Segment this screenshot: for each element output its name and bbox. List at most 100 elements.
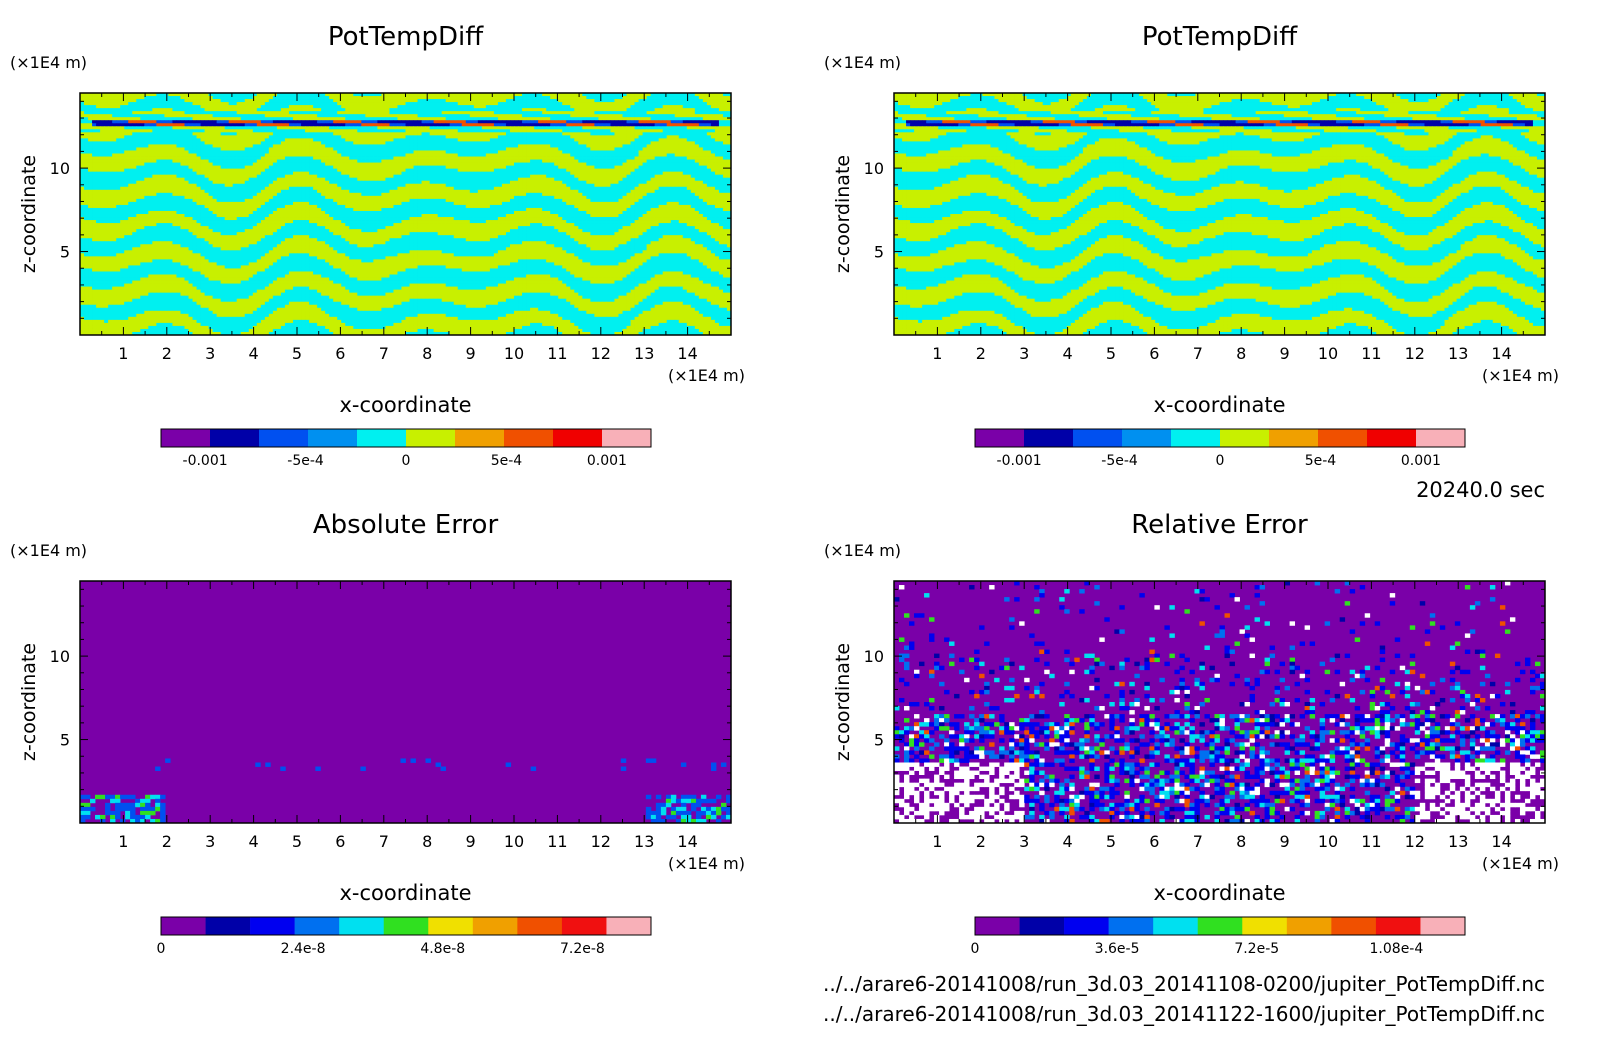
heatmap-cell: [88, 105, 93, 109]
heatmap-cell: [152, 105, 157, 109]
heatmap-cell: [690, 168, 696, 173]
heatmap-cell: [514, 126, 519, 130]
heatmap-cell: [172, 123, 177, 127]
heatmap-cell: [132, 147, 137, 151]
heatmap-cell: [148, 162, 153, 166]
heatmap-cell: [405, 180, 410, 185]
heatmap-cell: [176, 171, 181, 176]
heatmap-cell: [622, 147, 627, 151]
heatmap-cell: [481, 159, 487, 163]
heatmap-cell: [361, 120, 366, 124]
heatmap-cell: [317, 180, 322, 185]
heatmap-cell: [244, 150, 250, 154]
heatmap-cell: [481, 105, 487, 109]
heatmap-cell: [140, 108, 145, 112]
heatmap-cell: [252, 162, 258, 166]
heatmap-cell: [321, 171, 326, 176]
heatmap-cell: [530, 144, 535, 148]
heatmap-cell: [473, 111, 479, 115]
heatmap-cell: [433, 132, 439, 136]
heatmap-cell: [453, 102, 459, 106]
heatmap-cell: [590, 162, 595, 166]
heatmap-cell: [530, 111, 535, 115]
heatmap-cell: [369, 129, 374, 133]
heatmap-cell: [220, 147, 226, 151]
heatmap-cell: [313, 132, 318, 136]
heatmap-cell: [104, 162, 109, 166]
heatmap-cell: [530, 123, 535, 127]
heatmap-cell: [393, 174, 398, 179]
heatmap-cell: [686, 144, 692, 148]
heatmap-cell: [208, 135, 214, 139]
heatmap-cell: [473, 168, 479, 173]
heatmap-cell: [710, 111, 716, 115]
heatmap-cell: [128, 120, 133, 124]
heatmap-cell: [104, 144, 109, 148]
heatmap-cell: [694, 177, 700, 182]
heatmap-cell: [457, 168, 463, 173]
heatmap-cell: [385, 105, 390, 109]
heatmap-cell: [96, 105, 101, 109]
heatmap-cell: [501, 153, 507, 157]
heatmap-cell: [156, 93, 161, 97]
heatmap-cell: [497, 165, 503, 170]
heatmap-cell: [726, 174, 732, 179]
heatmap-cell: [509, 132, 515, 136]
heatmap-cell: [425, 111, 431, 115]
heatmap-cell: [421, 120, 426, 124]
heatmap-cell: [92, 108, 97, 112]
heatmap-cell: [429, 162, 435, 166]
heatmap-cell: [341, 174, 346, 179]
heatmap-cell: [694, 96, 700, 100]
heatmap-cell: [156, 123, 161, 127]
heatmap-cell: [112, 132, 117, 136]
heatmap-cell: [409, 135, 414, 139]
heatmap-cell: [421, 144, 426, 148]
heatmap-cell: [124, 126, 129, 130]
heatmap-cell: [244, 129, 250, 133]
heatmap-cell: [405, 105, 410, 109]
heatmap-cell: [132, 111, 137, 115]
heatmap-cell: [514, 117, 519, 121]
heatmap-cell: [642, 159, 648, 163]
heatmap-cell: [333, 183, 338, 188]
heatmap-cell: [393, 159, 398, 163]
heatmap-cell: [614, 171, 619, 176]
heatmap-cell: [140, 165, 145, 170]
heatmap-cell: [578, 108, 583, 112]
heatmap-cell: [104, 102, 109, 106]
heatmap-cell: [710, 132, 716, 136]
heatmap-cell: [317, 99, 322, 103]
heatmap-cell: [518, 171, 523, 176]
heatmap-cell: [389, 93, 394, 97]
heatmap-cell: [461, 180, 467, 185]
heatmap-cell: [280, 108, 286, 112]
heatmap-cell: [236, 168, 242, 173]
heatmap-cell: [582, 156, 587, 160]
heatmap-cell: [445, 96, 451, 100]
heatmap-cell: [365, 153, 370, 157]
heatmap-cell: [602, 183, 607, 188]
heatmap-cell: [260, 171, 266, 176]
heatmap-cell: [594, 168, 599, 173]
heatmap-cell: [469, 144, 475, 148]
heatmap-cell: [124, 102, 129, 106]
heatmap-cell: [405, 162, 410, 166]
heatmap-cell: [385, 141, 390, 145]
heatmap-cell: [566, 129, 571, 133]
heatmap-cell: [465, 174, 471, 179]
heatmap-cell: [538, 183, 543, 188]
heatmap-cell: [586, 177, 591, 182]
heatmap-cell: [562, 132, 567, 136]
heatmap-cell: [509, 123, 515, 127]
heatmap-cell: [413, 111, 418, 115]
heatmap-cell: [666, 105, 672, 109]
heatmap-cell: [389, 144, 394, 148]
heatmap-cell: [433, 183, 439, 188]
heatmap-cell: [333, 93, 338, 97]
heatmap-cell: [96, 108, 101, 112]
heatmap-cell: [377, 156, 382, 160]
heatmap-cell: [465, 168, 471, 173]
heatmap-cell: [702, 132, 708, 136]
heatmap-cell: [698, 162, 704, 166]
